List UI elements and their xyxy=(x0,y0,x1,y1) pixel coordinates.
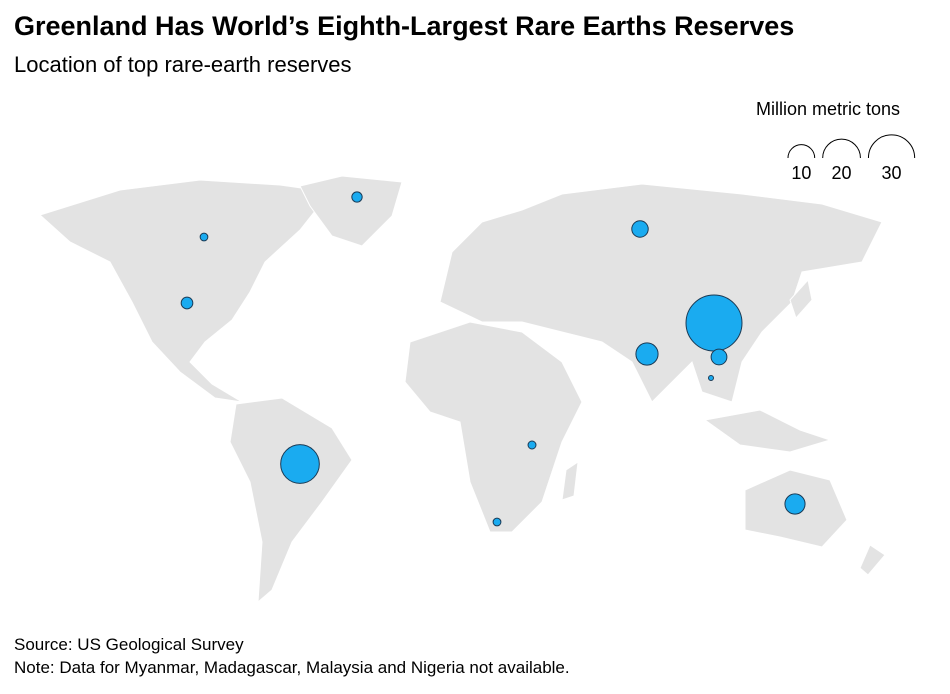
reserve-bubble xyxy=(527,440,537,450)
reserve-bubble xyxy=(710,348,728,366)
eurasia xyxy=(439,183,883,403)
size-legend-label: 10 xyxy=(791,163,811,183)
size-legend-arc xyxy=(787,144,816,159)
madagascar xyxy=(561,460,579,501)
south-america xyxy=(229,397,353,604)
reserve-bubble xyxy=(635,342,659,366)
source: Source: US Geological Survey xyxy=(14,635,244,654)
greenland xyxy=(299,175,403,247)
north-america xyxy=(39,179,331,403)
size-legend-arc xyxy=(822,138,861,159)
size-legend-title: Million metric tons xyxy=(756,99,900,119)
footer: Source: US Geological Survey Note: Data … xyxy=(14,633,570,679)
reserve-bubble xyxy=(351,191,363,203)
africa xyxy=(404,321,583,533)
reserve-bubble xyxy=(631,220,649,238)
japan xyxy=(789,278,813,319)
reserve-bubble xyxy=(685,294,743,352)
size-legend-label: 30 xyxy=(882,163,902,183)
chart-subtitle: Location of top rare-earth reserves xyxy=(14,52,352,77)
world-map xyxy=(39,175,886,604)
southeast-asia-islands xyxy=(703,409,832,453)
reserve-bubble xyxy=(180,296,194,310)
chart-title: Greenland Has World’s Eighth-Largest Rar… xyxy=(14,11,794,41)
reserve-bubble xyxy=(280,444,320,484)
size-legend-arc xyxy=(867,134,916,159)
reserve-bubble xyxy=(784,493,806,515)
size-legend-label: 20 xyxy=(832,163,852,183)
reserve-bubble xyxy=(492,517,502,527)
new-zealand xyxy=(859,544,886,576)
reserve-bubble xyxy=(199,232,209,242)
note: Note: Data for Myanmar, Madagascar, Mala… xyxy=(14,658,570,677)
reserve-bubble xyxy=(708,375,714,381)
